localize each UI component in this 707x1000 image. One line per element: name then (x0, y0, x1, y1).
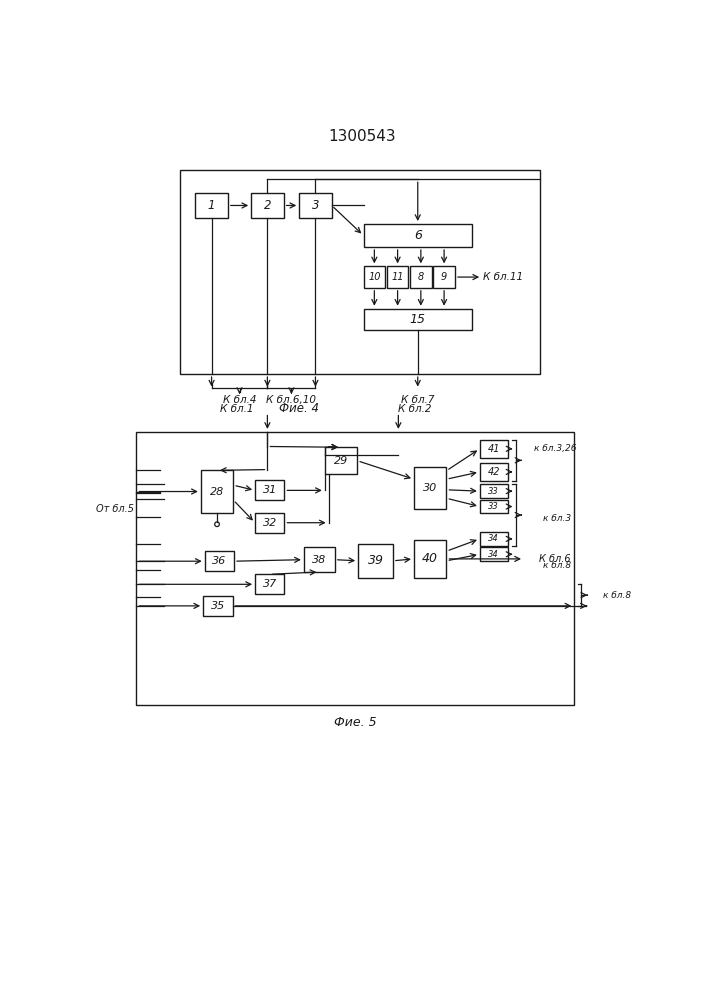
Text: 32: 32 (262, 518, 277, 528)
Text: 6: 6 (414, 229, 422, 242)
Text: 3: 3 (312, 199, 319, 212)
Text: к бл.3,26: к бл.3,26 (534, 444, 576, 453)
Text: 15: 15 (410, 313, 426, 326)
Bar (136, 432, 574, 705)
Bar (203, 596, 233, 616)
Bar (433, 266, 455, 288)
Text: 1300543: 1300543 (328, 129, 396, 144)
Bar (255, 480, 284, 500)
Text: 36: 36 (212, 556, 226, 566)
Text: К бл.2: К бл.2 (398, 404, 432, 414)
Text: 39: 39 (368, 554, 383, 567)
Text: От бл.5: От бл.5 (95, 504, 134, 514)
Bar (251, 193, 284, 218)
Text: 42: 42 (487, 467, 500, 477)
Text: 1: 1 (208, 199, 216, 212)
Bar (480, 440, 508, 458)
Text: Фие. 5: Фие. 5 (334, 716, 377, 729)
Text: К бл.6: К бл.6 (539, 554, 571, 564)
Bar (480, 532, 508, 546)
Text: к бл.8: к бл.8 (603, 591, 631, 600)
Bar (204, 551, 234, 571)
Text: 11: 11 (392, 272, 404, 282)
Text: 29: 29 (334, 456, 348, 466)
Text: К бл.4: К бл.4 (223, 395, 256, 405)
Bar (480, 484, 508, 498)
Text: 2: 2 (264, 199, 271, 212)
Bar (180, 170, 540, 374)
Text: 34: 34 (489, 534, 499, 543)
Text: 38: 38 (312, 555, 327, 565)
Text: 37: 37 (262, 579, 277, 589)
Text: К бл.7: К бл.7 (401, 395, 435, 405)
Text: 31: 31 (262, 485, 277, 495)
Text: к бл.3: к бл.3 (543, 514, 571, 523)
Bar (480, 547, 508, 561)
Bar (299, 193, 332, 218)
Text: 28: 28 (210, 487, 224, 497)
Text: К бл.1: К бл.1 (220, 404, 253, 414)
Bar (414, 540, 446, 578)
Bar (304, 547, 335, 572)
Bar (387, 266, 409, 288)
Bar (195, 193, 228, 218)
Bar (255, 513, 284, 533)
Bar (201, 470, 233, 513)
Text: 8: 8 (418, 272, 424, 282)
Bar (410, 266, 432, 288)
Text: 40: 40 (422, 552, 438, 565)
Bar (480, 500, 508, 513)
Bar (325, 447, 357, 474)
Text: 10: 10 (368, 272, 380, 282)
Bar (414, 466, 446, 509)
Bar (255, 574, 284, 594)
Text: 34: 34 (489, 550, 499, 559)
Bar (363, 224, 472, 247)
Text: 30: 30 (423, 483, 437, 493)
Bar (363, 309, 472, 330)
Text: 9: 9 (441, 272, 448, 282)
Text: 33: 33 (489, 487, 499, 496)
Bar (358, 544, 393, 578)
Text: К бл.6,10: К бл.6,10 (267, 395, 317, 405)
Text: 35: 35 (211, 601, 225, 611)
Text: К бл.11: К бл.11 (483, 272, 523, 282)
Text: 33: 33 (489, 502, 499, 511)
Text: 41: 41 (487, 444, 500, 454)
Bar (363, 266, 385, 288)
Bar (480, 463, 508, 481)
Text: к бл.8: к бл.8 (543, 561, 571, 570)
Text: Фие. 4: Фие. 4 (279, 402, 319, 415)
